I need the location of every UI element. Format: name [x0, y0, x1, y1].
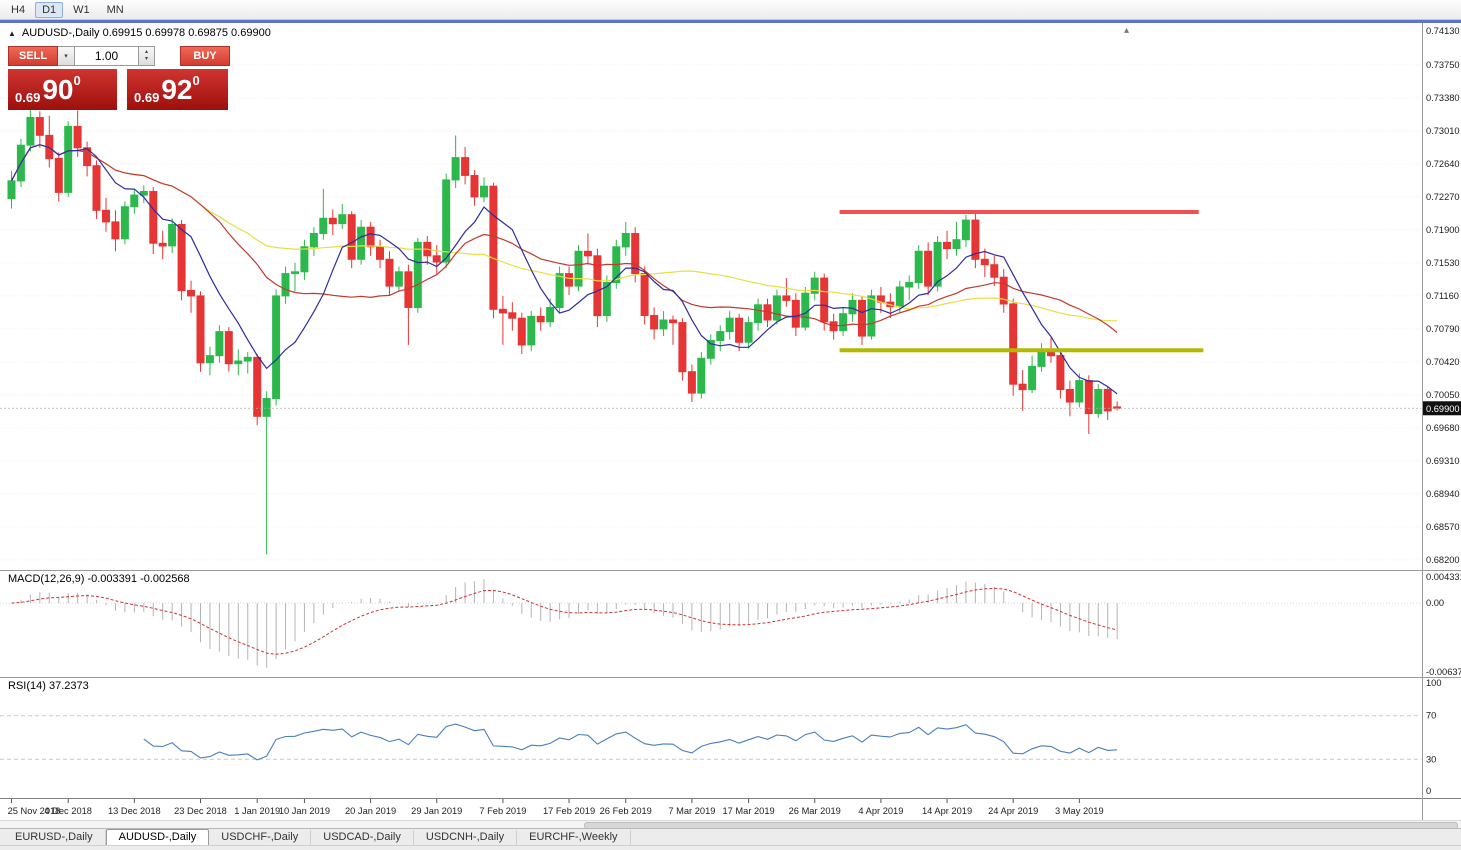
- chart-expand-icon[interactable]: ▴: [1124, 25, 1130, 36]
- svg-text:4 Dec 2018: 4 Dec 2018: [44, 806, 92, 816]
- timeframe-button-d1[interactable]: D1: [35, 1, 64, 18]
- tab-usdcnh-daily[interactable]: USDCNH-,Daily: [414, 829, 518, 845]
- chart-title-text: AUDUSD-,Daily 0.69915 0.69978 0.69875 0.…: [21, 27, 271, 39]
- svg-text:26 Feb 2019: 26 Feb 2019: [600, 806, 652, 816]
- rsi-indicator-panel: 100 70 30 0: [0, 677, 1461, 798]
- svg-text:0.69680: 0.69680: [1426, 423, 1460, 433]
- svg-text:26 Mar 2019: 26 Mar 2019: [789, 806, 841, 816]
- buy-price-prefix: 0.69: [134, 90, 160, 105]
- svg-text:0.68200: 0.68200: [1426, 555, 1460, 565]
- svg-text:0.004331: 0.004331: [1426, 572, 1461, 582]
- volume-dropdown-button[interactable]: ▾: [58, 46, 75, 66]
- tab-audusd-daily[interactable]: AUDUSD-,Daily: [105, 828, 210, 846]
- svg-text:23 Dec 2018: 23 Dec 2018: [174, 806, 227, 816]
- svg-text:0.70420: 0.70420: [1426, 357, 1460, 367]
- buy-price-pips: 92: [161, 74, 193, 105]
- buy-button[interactable]: BUY: [180, 46, 230, 66]
- svg-text:0.69310: 0.69310: [1426, 456, 1460, 466]
- spinner-up-icon: ▴: [144, 49, 148, 55]
- status-bar: [0, 845, 1461, 850]
- svg-text:0.71160: 0.71160: [1426, 291, 1459, 301]
- sell-button[interactable]: SELL: [8, 46, 58, 66]
- horizontal-scrollbar[interactable]: [0, 820, 1461, 829]
- svg-text:13 Dec 2018: 13 Dec 2018: [108, 806, 161, 816]
- sell-price-pips: 90: [42, 74, 74, 105]
- chevron-down-icon: ▾: [64, 53, 68, 60]
- chart-tabs-bar: EURUSD-,Daily AUDUSD-,Daily USDCHF-,Daily U…: [0, 828, 1461, 846]
- svg-text:0.72640: 0.72640: [1426, 159, 1460, 169]
- date-axis: 25 Nov 2018 4 Dec 2018 13 Dec 2018 23 Dec 2…: [0, 798, 1461, 820]
- spinner-down-icon: ▾: [144, 56, 148, 62]
- tab-eurusd-daily[interactable]: EURUSD-,Daily: [3, 829, 106, 845]
- one-click-collapse-icon[interactable]: ▲: [8, 28, 16, 38]
- svg-text:0.71900: 0.71900: [1426, 225, 1460, 235]
- svg-text:-0.006377: -0.006377: [1426, 667, 1461, 677]
- svg-text:0.73380: 0.73380: [1426, 93, 1460, 103]
- tab-eurchf-weekly[interactable]: EURCHF-,Weekly: [517, 829, 631, 845]
- svg-text:0.70050: 0.70050: [1426, 390, 1460, 400]
- main-chart-panel: 0.74130 0.73750 0.73380 0.73010 0.72640 0.722…: [0, 23, 1461, 570]
- svg-text:25 Nov 2018: 25 Nov 2018: [8, 806, 61, 816]
- svg-text:0.68940: 0.68940: [1426, 489, 1460, 499]
- svg-text:3 May 2019: 3 May 2019: [1055, 806, 1104, 816]
- svg-text:4 Apr 2019: 4 Apr 2019: [858, 806, 903, 816]
- svg-text:1 Jan 2019: 1 Jan 2019: [234, 806, 280, 816]
- chart-window-top-border: [0, 20, 1461, 23]
- svg-text:0.74130: 0.74130: [1426, 26, 1460, 36]
- timeframe-button-w1[interactable]: W1: [73, 3, 90, 16]
- svg-text:7 Feb 2019: 7 Feb 2019: [479, 806, 526, 816]
- macd-indicator-panel: 0.004331 0.00 -0.006377: [0, 570, 1461, 677]
- tab-usdchf-daily[interactable]: USDCHF-,Daily: [209, 829, 312, 845]
- svg-text:0.71530: 0.71530: [1426, 258, 1460, 268]
- svg-text:0.68570: 0.68570: [1426, 522, 1460, 532]
- svg-text:0.73750: 0.73750: [1426, 60, 1460, 70]
- svg-text:29 Jan 2019: 29 Jan 2019: [411, 806, 462, 816]
- volume-input[interactable]: [75, 46, 139, 66]
- svg-text:70: 70: [1426, 711, 1436, 721]
- buy-price-button[interactable]: 0.69 92 0: [127, 69, 228, 110]
- one-click-trading-panel: SELL ▾ ▴ ▾ BUY 0.69 90 0 0.69 92 0: [8, 46, 230, 110]
- svg-text:0.00: 0.00: [1426, 598, 1444, 608]
- svg-text:0.69900: 0.69900: [1426, 404, 1460, 414]
- svg-text:10 Jan 2019: 10 Jan 2019: [279, 806, 330, 816]
- price-chart-canvas[interactable]: 0.74130 0.73750 0.73380 0.73010 0.72640 0.722…: [0, 23, 1461, 570]
- macd-chart-canvas[interactable]: 0.004331 0.00 -0.006377: [0, 570, 1461, 677]
- tab-usdcad-daily[interactable]: USDCAD-,Daily: [311, 829, 414, 845]
- svg-text:0.70790: 0.70790: [1426, 324, 1460, 334]
- svg-text:17 Feb 2019: 17 Feb 2019: [543, 806, 595, 816]
- sell-price-pipette: 0: [73, 73, 81, 88]
- svg-text:100: 100: [1426, 678, 1442, 688]
- svg-text:24 Apr 2019: 24 Apr 2019: [988, 806, 1038, 816]
- svg-text:30: 30: [1426, 754, 1436, 764]
- macd-label: MACD(12,26,9) -0.003391 -0.002568: [8, 573, 190, 585]
- timeframe-button-h4[interactable]: H4: [11, 3, 26, 16]
- svg-text:0.73010: 0.73010: [1426, 126, 1460, 136]
- buy-price-pipette: 0: [192, 73, 200, 88]
- timeframe-button-mn[interactable]: MN: [106, 3, 124, 16]
- volume-spinner[interactable]: ▴ ▾: [139, 46, 155, 66]
- rsi-chart-canvas[interactable]: 100 70 30 0: [0, 677, 1461, 798]
- chart-title: ▲ AUDUSD-,Daily 0.69915 0.69978 0.69875 …: [8, 27, 271, 39]
- svg-text:14 Apr 2019: 14 Apr 2019: [922, 806, 972, 816]
- sell-price-button[interactable]: 0.69 90 0: [8, 69, 117, 110]
- svg-text:20 Jan 2019: 20 Jan 2019: [345, 806, 396, 816]
- svg-text:7 Mar 2019: 7 Mar 2019: [668, 806, 715, 816]
- rsi-label: RSI(14) 37.2373: [8, 680, 89, 692]
- timeframe-toolbar: H4 D1 W1 MN: [0, 0, 1461, 20]
- svg-text:17 Mar 2019: 17 Mar 2019: [722, 806, 774, 816]
- sell-price-prefix: 0.69: [15, 90, 41, 105]
- svg-text:0: 0: [1426, 786, 1431, 796]
- svg-text:0.72270: 0.72270: [1426, 192, 1460, 202]
